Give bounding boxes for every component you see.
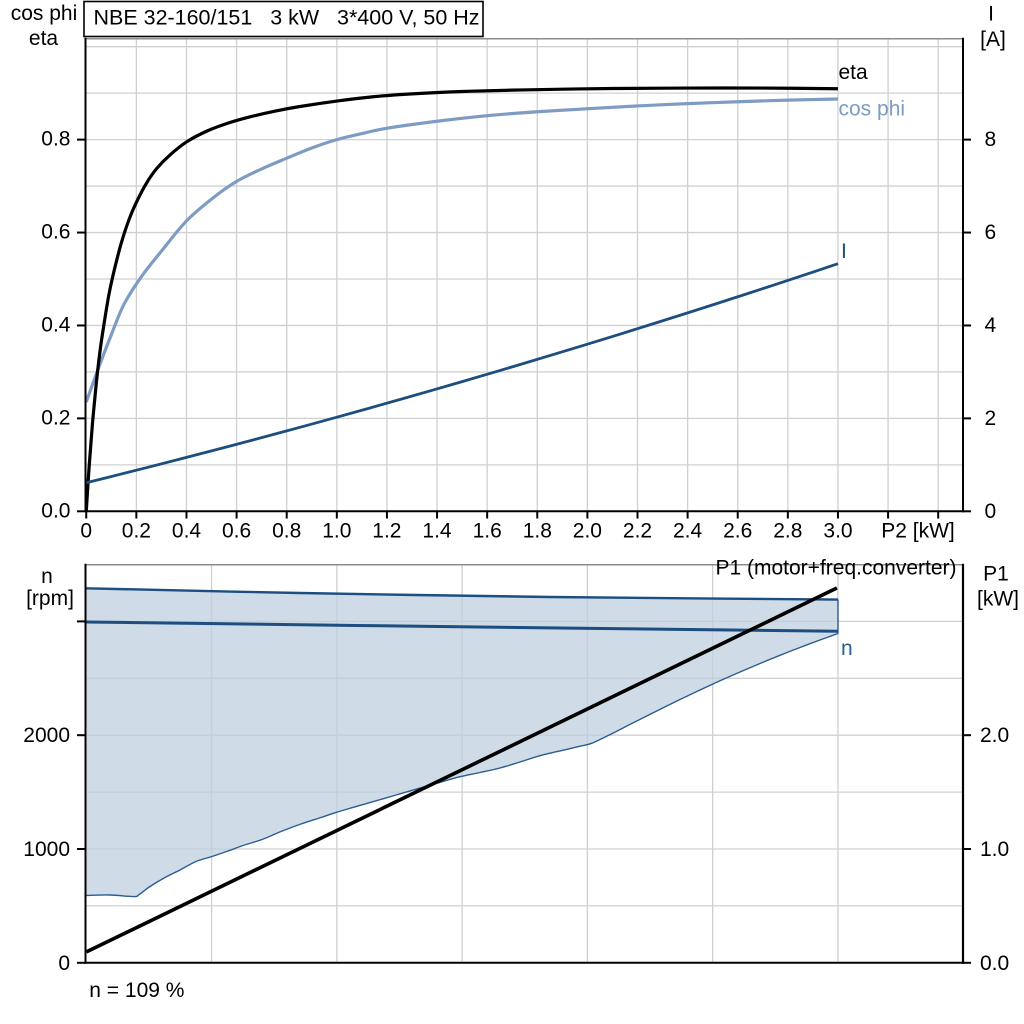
svg-text:NBE 32-160/151 3 kW 3*400: NBE 32-160/151 3 kW 3*400 V, 50 Hz — [94, 7, 480, 30]
svg-text:0.4: 0.4 — [41, 314, 71, 337]
svg-text:n = 109 %: n = 109 % — [89, 979, 184, 1002]
svg-text:2.0: 2.0 — [573, 520, 602, 543]
svg-text:P2 [kW]: P2 [kW] — [881, 520, 955, 543]
svg-text:6: 6 — [985, 221, 997, 244]
svg-text:1.2: 1.2 — [372, 520, 401, 543]
svg-text:1.4: 1.4 — [422, 520, 452, 543]
svg-text:8: 8 — [985, 128, 997, 151]
svg-text:3.0: 3.0 — [823, 520, 852, 543]
svg-text:I: I — [988, 2, 994, 25]
svg-text:1.6: 1.6 — [473, 520, 502, 543]
svg-text:cos phi: cos phi — [11, 2, 78, 25]
svg-text:0.6: 0.6 — [41, 221, 70, 244]
svg-text:1.0: 1.0 — [322, 520, 351, 543]
svg-text:2.2: 2.2 — [623, 520, 652, 543]
svg-text:0.8: 0.8 — [41, 128, 70, 151]
svg-text:0.0: 0.0 — [41, 499, 70, 522]
svg-text:4: 4 — [985, 314, 997, 337]
svg-text:n: n — [841, 637, 853, 660]
svg-text:1.0: 1.0 — [980, 838, 1009, 861]
svg-text:1000: 1000 — [23, 838, 70, 861]
svg-text:eta: eta — [839, 61, 869, 84]
svg-text:0: 0 — [58, 952, 70, 975]
svg-text:2.4: 2.4 — [673, 520, 703, 543]
svg-text:2000: 2000 — [23, 724, 70, 747]
svg-text:eta: eta — [29, 27, 59, 50]
svg-text:n: n — [41, 565, 53, 588]
svg-text:0.2: 0.2 — [122, 520, 151, 543]
svg-text:2: 2 — [985, 407, 997, 430]
svg-text:1.8: 1.8 — [523, 520, 552, 543]
svg-text:2.0: 2.0 — [980, 724, 1009, 747]
svg-text:2.6: 2.6 — [723, 520, 752, 543]
svg-text:[rpm]: [rpm] — [26, 587, 74, 610]
svg-text:cos phi: cos phi — [839, 98, 906, 121]
svg-text:0.6: 0.6 — [222, 520, 251, 543]
svg-text:0: 0 — [80, 520, 92, 543]
svg-text:P1 (motor+freq.converter): P1 (motor+freq.converter) — [715, 556, 956, 579]
svg-text:P1: P1 — [983, 563, 1009, 586]
svg-text:[A]: [A] — [980, 28, 1006, 51]
svg-text:0.8: 0.8 — [272, 520, 301, 543]
svg-text:I: I — [841, 240, 847, 263]
svg-text:0: 0 — [985, 500, 997, 523]
svg-text:0.4: 0.4 — [172, 520, 202, 543]
svg-text:[kW]: [kW] — [977, 588, 1019, 611]
svg-text:0.0: 0.0 — [980, 952, 1009, 975]
svg-text:0.2: 0.2 — [41, 406, 70, 429]
svg-text:2.8: 2.8 — [773, 520, 802, 543]
